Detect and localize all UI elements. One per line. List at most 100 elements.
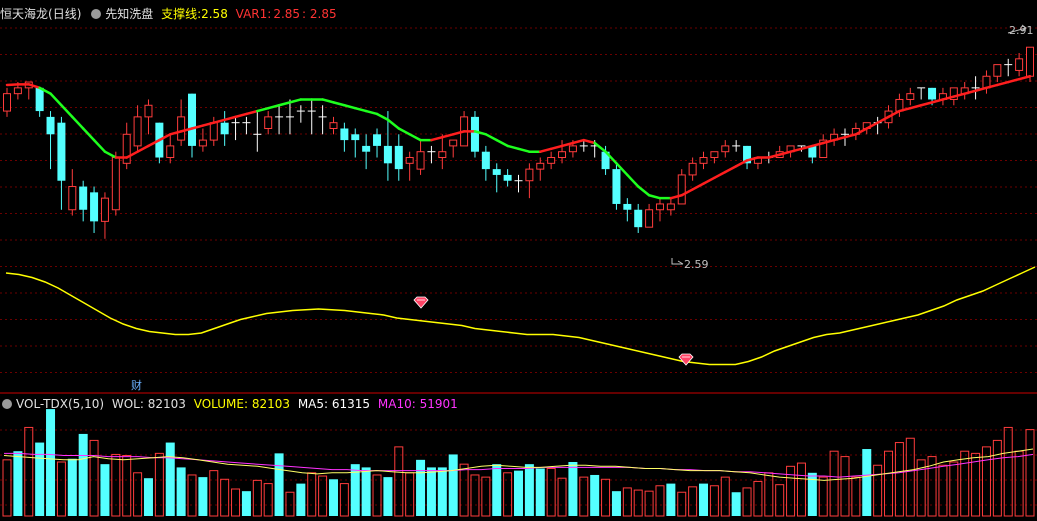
- candle-body-up: [198, 139, 207, 147]
- ma-segment: [212, 118, 226, 124]
- gem-shape: [413, 296, 429, 309]
- volume-bar-up: [187, 474, 197, 517]
- ma-segment: [332, 101, 346, 107]
- volume-bar-up: [633, 489, 643, 517]
- finance-marker[interactable]: 财: [131, 379, 142, 392]
- ma-segment: [898, 106, 912, 113]
- candle-body-up: [677, 174, 686, 205]
- volume-bar-up: [905, 437, 915, 517]
- ma-segment: [354, 106, 368, 113]
- volume-bar-down: [492, 464, 502, 516]
- candle-body-up: [525, 168, 534, 182]
- volume-bar-down: [568, 462, 578, 516]
- volume-bar-up: [122, 455, 132, 517]
- indicator-name: 先知洗盘: [105, 7, 154, 21]
- volume-bar-up: [394, 446, 404, 517]
- ma-segment: [288, 98, 303, 104]
- ma-segment: [582, 138, 596, 145]
- volume-bar-up: [655, 485, 665, 517]
- candle-body-down: [57, 122, 66, 181]
- indicator-settings-icon[interactable]: [91, 9, 102, 19]
- vol-indicator-name: VOL-TDX(5,10): [16, 397, 105, 411]
- var1-value2: : 2.85: [302, 7, 337, 21]
- candle-body-down: [808, 145, 817, 158]
- volume-bar-down: [350, 464, 360, 516]
- volume-bar-up: [111, 453, 121, 517]
- volume-bar-down: [176, 467, 186, 516]
- ma-segment: [669, 193, 683, 200]
- candle-body-up: [536, 162, 545, 170]
- volume-bar-up: [796, 462, 806, 517]
- ma-segment: [386, 118, 401, 130]
- candle-body-down: [928, 87, 937, 100]
- volume-settings-icon[interactable]: [2, 399, 12, 409]
- ma-segment: [60, 104, 74, 119]
- volume-bar-up: [873, 464, 883, 517]
- volume-bar-up: [949, 461, 959, 517]
- ma-segment: [560, 141, 575, 148]
- ma-segment: [81, 127, 96, 142]
- candle-body-up: [416, 151, 425, 170]
- candle-body-up: [568, 145, 577, 153]
- volume-bar-down: [35, 442, 45, 516]
- volume-bar-up: [546, 467, 556, 517]
- ma-segment: [604, 150, 618, 165]
- volume-bar-up: [285, 491, 295, 517]
- ma-segment: [321, 98, 335, 104]
- volume-bar-down: [514, 470, 523, 516]
- volume-bar-up: [133, 472, 143, 517]
- volume-bar-down: [524, 464, 534, 516]
- ma-segment: [484, 133, 498, 142]
- volume-bar-up: [894, 442, 904, 517]
- ma-segment: [734, 159, 749, 168]
- volume-bar-up: [209, 470, 219, 517]
- volume-bar-up: [339, 483, 349, 517]
- volume-bar-up: [154, 452, 164, 517]
- ma-segment: [517, 147, 531, 153]
- high-price-label: 2.91: [1009, 24, 1034, 37]
- candle-body-down: [612, 169, 621, 204]
- candle-body-up: [100, 197, 109, 222]
- volume-bars: [2, 409, 1035, 517]
- ma-segment: [821, 138, 836, 145]
- ma10-value: MA10: 51901: [377, 397, 458, 411]
- volume-bar-up: [992, 439, 1002, 517]
- volume-bar-up: [960, 450, 970, 517]
- support-label: 支撑线:: [161, 7, 202, 21]
- volume-bar-up: [1025, 429, 1035, 517]
- ma-segment: [364, 109, 379, 116]
- candle-body-down: [743, 145, 752, 164]
- ma-segment: [832, 135, 847, 142]
- candle-body-down: [373, 134, 382, 146]
- ma-segment: [789, 147, 803, 153]
- candle-body-down: [394, 145, 403, 170]
- ma-segment: [430, 135, 444, 142]
- candle-body-down: [470, 116, 479, 152]
- candle-body-up: [949, 87, 958, 100]
- ma-segment: [941, 95, 956, 101]
- ma-segment: [713, 170, 727, 180]
- gem-marker-icon: [678, 353, 694, 366]
- ma-segment: [375, 112, 390, 122]
- ma-segment: [909, 104, 923, 110]
- ma-segment: [593, 141, 607, 153]
- volume-bar-down: [590, 474, 600, 516]
- volume-bar-up: [709, 485, 719, 517]
- candle-body-down: [90, 192, 99, 222]
- volume-bar-up: [263, 483, 273, 517]
- candle-body-up: [1015, 58, 1024, 71]
- ma-segment: [234, 112, 248, 119]
- ma10-line: [4, 452, 1034, 478]
- candlestick-series: [3, 46, 1034, 239]
- ma-segment: [854, 127, 869, 136]
- ma-segment: [495, 138, 509, 148]
- ma-segment: [408, 133, 422, 142]
- candle-body-down: [634, 209, 643, 228]
- volume-bar-up: [557, 477, 567, 517]
- price-gridlines: [0, 27, 1037, 394]
- ma-segment: [451, 130, 466, 136]
- candle-body-up: [666, 203, 675, 211]
- volume-bar-up: [677, 491, 687, 517]
- volume-bar-up: [318, 475, 328, 517]
